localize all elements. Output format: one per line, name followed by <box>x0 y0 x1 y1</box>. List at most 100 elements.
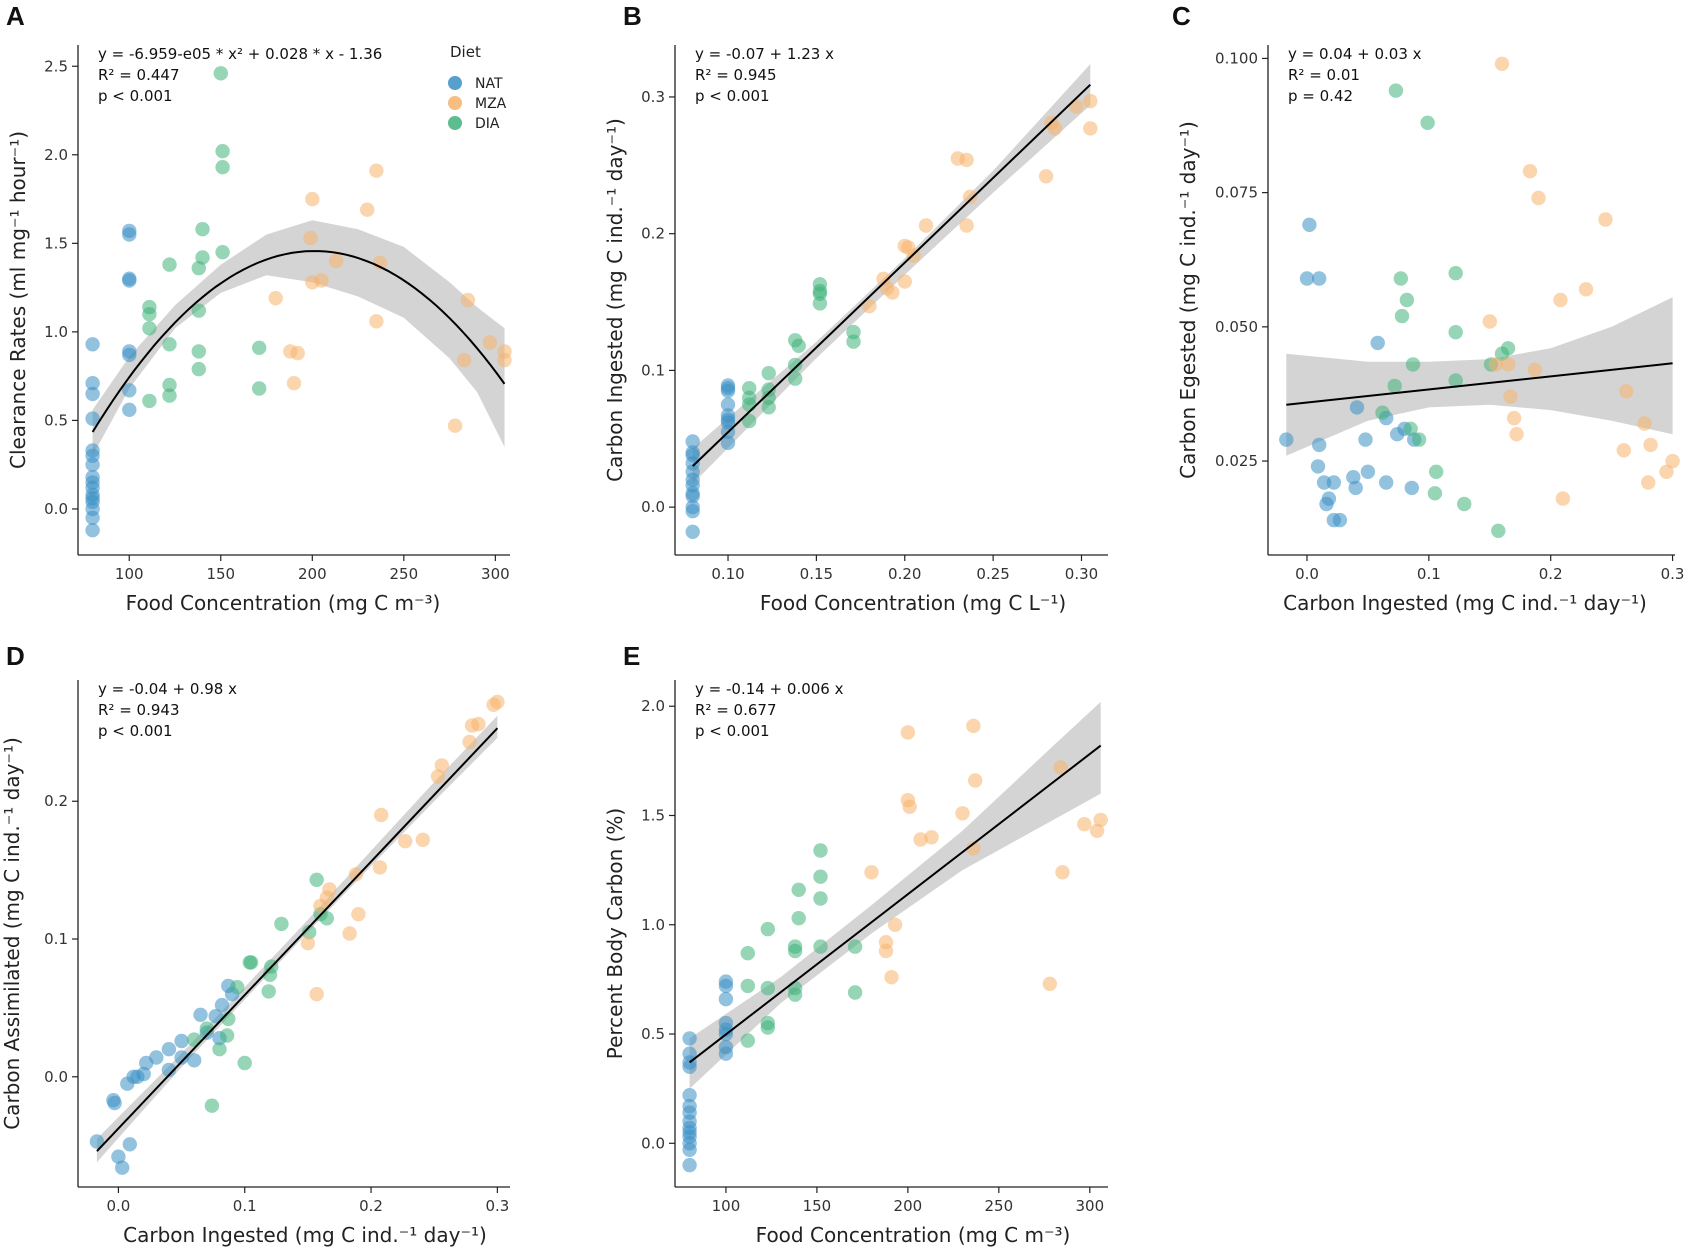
equation-line-c: y = 0.04 + 0.03 x <box>1288 45 1422 63</box>
point-mza <box>1616 443 1632 458</box>
point-dia <box>215 144 230 159</box>
panel-letter-c: C <box>1172 1 1191 31</box>
y-axis-title-d: Carbon Assimilated (mg C ind.⁻¹ day⁻¹) <box>0 737 24 1130</box>
x-tick-label-d: 0.0 <box>106 1197 130 1215</box>
point-dia <box>740 946 755 961</box>
x-tick-label-c: 0.3 <box>1661 565 1685 583</box>
point-mza <box>342 926 357 941</box>
legend: Diet NAT MZA DIA <box>448 43 507 132</box>
y-tick-label-c: 0.050 <box>1215 318 1258 336</box>
point-mza <box>1083 121 1098 136</box>
point-dia <box>1448 266 1463 281</box>
point-nat <box>1310 459 1326 474</box>
point-mza <box>1598 212 1613 227</box>
point-nat <box>682 1059 697 1075</box>
point-nat <box>85 457 100 472</box>
point-nat <box>85 510 100 525</box>
fit-line-e <box>688 744 1102 1064</box>
point-dia <box>791 882 806 897</box>
point-dia <box>142 307 157 322</box>
point-dia <box>788 357 803 373</box>
fit-line-b <box>692 83 1091 467</box>
point-mza <box>482 335 498 350</box>
x-tick-label-b: 0.30 <box>1065 565 1098 583</box>
x-tick-label-a: 150 <box>206 565 235 583</box>
x-tick-label-b: 0.25 <box>976 565 1009 583</box>
point-mza <box>900 725 916 740</box>
point-mza <box>328 253 344 269</box>
x-tick-label-b: 0.10 <box>711 565 744 583</box>
point-dia <box>212 1042 227 1057</box>
legend-label-mza: MZA <box>475 96 507 112</box>
panel-b: B 0.10 0.15 0.20 0.25 0.30 0.0 0.1 0.2 0.3 Food Co… <box>603 1 1108 615</box>
point-mza <box>471 716 486 732</box>
point-mza <box>348 867 364 882</box>
point-nat <box>193 1007 208 1022</box>
point-dia <box>261 984 276 999</box>
point-dia <box>742 413 757 429</box>
point-mza <box>1488 357 1504 372</box>
point-nat <box>1379 475 1394 490</box>
point-mza <box>286 376 302 391</box>
point-mza <box>1482 314 1498 329</box>
point-dia <box>760 980 775 996</box>
point-nat <box>682 1157 697 1173</box>
point-nat <box>1321 491 1337 506</box>
point-mza <box>962 189 978 204</box>
point-nat <box>1279 432 1294 447</box>
x-tick-label-e: 100 <box>712 1197 741 1215</box>
point-mza <box>918 218 934 233</box>
point-mza <box>372 860 388 875</box>
point-dia <box>787 943 803 959</box>
point-dia <box>760 921 775 937</box>
point-mza <box>1042 976 1058 991</box>
point-mza <box>878 943 894 959</box>
point-mza <box>1053 760 1068 775</box>
point-dia <box>142 393 157 409</box>
x-tick-label-b: 0.15 <box>800 565 833 583</box>
point-dia <box>1420 115 1435 130</box>
point-mza <box>1555 491 1571 506</box>
point-nat <box>685 489 700 504</box>
panel-c: C 0.0 0.1 0.2 0.3 0.025 0.050 0.075 0.100 Carbon … <box>1172 1 1684 615</box>
point-dia <box>213 66 228 81</box>
y-tick-label-b: 0.0 <box>641 498 665 516</box>
point-dia <box>237 1055 252 1071</box>
point-mza <box>351 907 366 922</box>
point-mza <box>303 230 318 246</box>
x-tick-label-c: 0.0 <box>1295 565 1319 583</box>
equation-line-a: R² = 0.447 <box>98 66 179 84</box>
point-nat <box>720 435 736 451</box>
point-dia <box>230 980 245 995</box>
point-dia <box>191 303 206 318</box>
point-mza <box>430 769 446 784</box>
point-dia <box>1403 421 1418 436</box>
point-mza <box>305 191 320 207</box>
point-mza <box>884 970 899 985</box>
y-tick-label-a: 0.0 <box>44 500 68 518</box>
point-nat <box>122 383 137 398</box>
point-nat <box>718 991 734 1007</box>
point-nat <box>1332 512 1348 528</box>
point-nat <box>1326 475 1342 490</box>
y-tick-label-a: 2.0 <box>44 146 68 164</box>
x-tick-label-a: 300 <box>481 565 510 583</box>
x-axis-title-d: Carbon Ingested (mg C ind.⁻¹ day⁻¹) <box>123 1223 487 1247</box>
point-nat <box>208 1009 223 1024</box>
point-dia <box>847 939 863 954</box>
point-mza <box>1503 389 1518 404</box>
legend-title: Diet <box>450 43 481 61</box>
point-dia <box>1393 271 1409 286</box>
point-nat <box>718 978 734 994</box>
point-nat <box>174 1050 189 1065</box>
equation-line-b: y = -0.07 + 1.23 x <box>695 45 834 63</box>
point-nat <box>1404 480 1420 496</box>
point-dia <box>791 338 806 353</box>
point-nat <box>85 376 100 391</box>
point-mza <box>966 718 981 734</box>
point-mza <box>864 865 879 880</box>
y-tick-label-a: 1.5 <box>44 234 68 252</box>
point-dia <box>1491 523 1506 538</box>
x-tick-label-d: 0.1 <box>233 1197 257 1215</box>
